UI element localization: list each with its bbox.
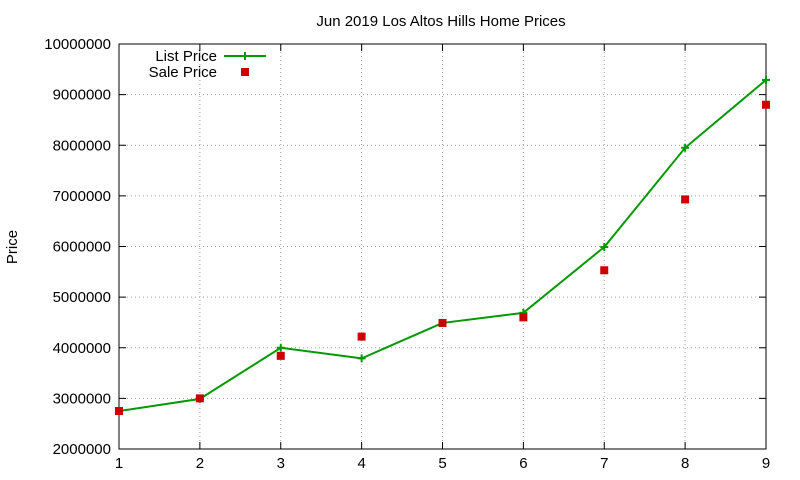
x-tick-label: 8 <box>681 455 689 472</box>
y-tick-label: 8000000 <box>53 137 111 154</box>
legend-marker <box>241 52 249 60</box>
sale-price-point <box>276 351 285 360</box>
sale-price-point <box>115 407 123 416</box>
list-price-line <box>118 79 767 413</box>
x-tick-label: 2 <box>196 455 204 472</box>
legend-marker <box>241 68 249 76</box>
sale-price-point <box>600 266 609 275</box>
sale-price-point <box>519 313 528 322</box>
y-tick-label: 4000000 <box>53 340 111 357</box>
list-price-point <box>600 243 609 252</box>
x-tick-label: 5 <box>438 455 446 472</box>
legend-label: List Price <box>155 48 217 65</box>
x-tick-label: 4 <box>357 455 365 472</box>
y-tick-label: 5000000 <box>53 289 111 306</box>
sale-price-point <box>681 195 690 204</box>
list-price-point <box>762 75 770 84</box>
sale-price-point <box>357 332 366 341</box>
x-tick-label: 1 <box>115 455 123 472</box>
list-price-point <box>357 354 366 363</box>
y-tick-label: 3000000 <box>53 390 111 407</box>
y-tick-label: 9000000 <box>53 87 111 104</box>
data-series <box>115 75 770 416</box>
axis-ticks: 2000000 3000000 4000000 5000000 6000000 70000… <box>44 36 770 472</box>
list-price-point <box>681 143 690 152</box>
list-price-point <box>276 343 285 352</box>
x-tick-label: 3 <box>277 455 285 472</box>
y-tick-label: 7000000 <box>53 188 111 205</box>
y-tick-label: 6000000 <box>53 239 111 256</box>
x-tick-label: 7 <box>600 455 608 472</box>
chart-title: Jun 2019 Los Altos Hills Home Prices <box>316 13 565 30</box>
legend-label: Sale Price <box>149 64 217 81</box>
x-tick-label: 6 <box>519 455 527 472</box>
sale-price-point <box>762 100 770 109</box>
y-axis-label: Price <box>4 230 21 264</box>
y-tick-label: 2000000 <box>53 441 111 458</box>
plot-area-frame <box>118 43 767 450</box>
y-tick-label: 10000000 <box>44 36 111 53</box>
sale-price-point <box>195 394 204 403</box>
x-tick-label: 9 <box>762 455 770 472</box>
sale-price-point <box>438 318 447 327</box>
